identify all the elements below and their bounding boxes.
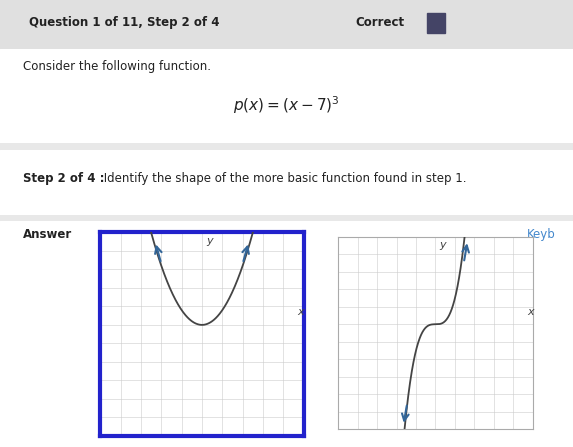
Text: Correct: Correct: [355, 16, 405, 29]
Text: Consider the following function.: Consider the following function.: [23, 59, 211, 72]
Text: y: y: [206, 236, 213, 246]
Text: Answer: Answer: [23, 228, 72, 241]
Text: Keyb: Keyb: [527, 228, 556, 241]
Text: Step 2 of 4 :: Step 2 of 4 :: [23, 173, 104, 186]
Text: x: x: [527, 307, 533, 317]
Text: Question 1 of 11, Step 2 of 4: Question 1 of 11, Step 2 of 4: [29, 16, 219, 29]
Text: y: y: [439, 240, 446, 250]
Text: x: x: [297, 308, 304, 317]
Text: Identify the shape of the more basic function found in step 1.: Identify the shape of the more basic fun…: [100, 173, 467, 186]
Bar: [427, 13, 445, 34]
Text: $p(x) = (x - 7)^3$: $p(x) = (x - 7)^3$: [233, 95, 340, 116]
